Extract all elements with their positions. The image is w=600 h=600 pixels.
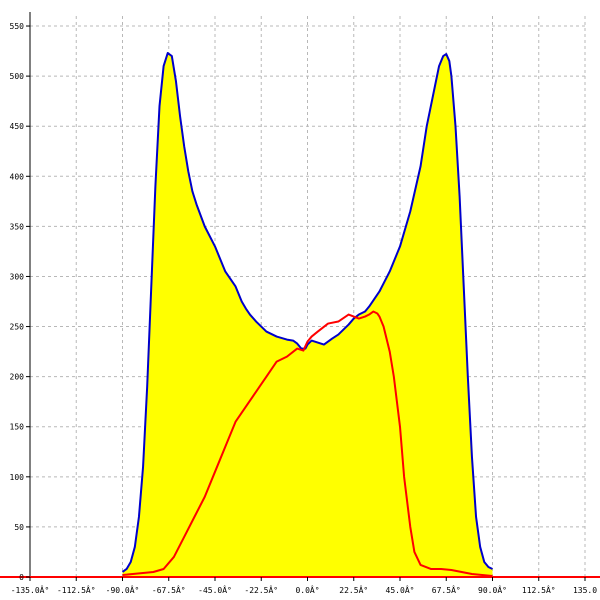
x-tick-label: -135.0Â° (11, 584, 50, 595)
x-tick-label: -45.0Â° (198, 584, 232, 595)
y-tick-label: 450 (10, 122, 25, 131)
y-tick-label: 0 (19, 573, 24, 582)
y-tick-label: 250 (10, 323, 25, 332)
x-tick-label: 135.0 (573, 586, 597, 595)
grid-lines (29, 16, 586, 577)
x-tick-label: 112.5Â° (522, 584, 556, 595)
series-line-1 (121, 52, 493, 573)
series-fills (122, 53, 493, 577)
series-line-2 (122, 310, 493, 577)
x-tick-label: 67.5Â° (432, 584, 461, 595)
x-tick-labels: -135.0Â° -112.5Â° -90.0Â° -67.5Â° -45.0Â° -22… (11, 584, 597, 595)
y-tick-label: 300 (10, 272, 25, 281)
x-tick-label: 45.0Â° (386, 584, 415, 595)
x-tick-label: 90.0Â° (478, 584, 507, 595)
y-tick-label: 50 (14, 523, 24, 532)
y-tick-label: 500 (10, 72, 25, 81)
x-tick-label: -67.5Â° (152, 584, 186, 595)
x-tick-label: 0.0Â° (295, 584, 319, 595)
y-tick-labels: 0 50 100 150 200 250 300 350 400 450 500 550 (10, 22, 25, 582)
x-tick-label: 22.5Â° (339, 584, 368, 595)
y-tick-label: 100 (10, 473, 25, 482)
y-tick-label: 350 (10, 222, 25, 231)
x-tick-label: -90.0Â° (106, 584, 140, 595)
series-area-1 (122, 53, 493, 577)
y-tick-label: 150 (10, 423, 25, 432)
x-tick-label: -112.5Â° (57, 584, 96, 595)
axes (0, 12, 600, 581)
x-tick-label: -22.5Â° (244, 584, 278, 595)
y-tick-label: 400 (10, 172, 25, 181)
y-tick-label: 200 (10, 373, 25, 382)
series-lines (121, 52, 493, 577)
y-tick-label: 550 (10, 22, 25, 31)
